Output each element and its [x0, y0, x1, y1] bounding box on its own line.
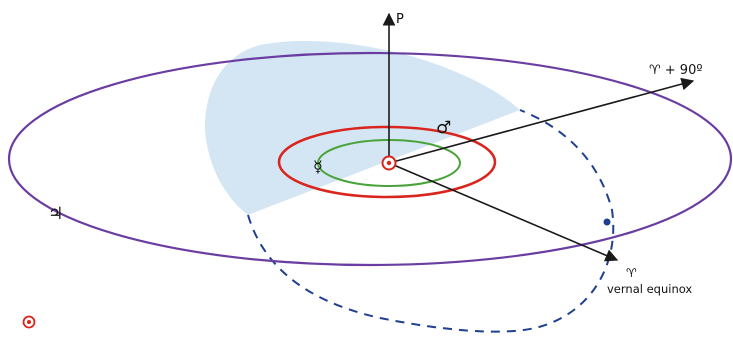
outer-orbit: [7, 51, 733, 267]
vernal-equinox-label: vernal equinox: [607, 282, 692, 296]
vernal-equinox-axis: [388, 162, 619, 262]
jupiter-symbol: ♃: [48, 204, 63, 224]
aries-plus-90-axis: [388, 77, 695, 164]
mercury-symbol: ☿: [313, 157, 323, 176]
aries-label: ♈: [626, 266, 637, 280]
sun-symbol-icon: [381, 155, 397, 171]
planet-dot: [603, 218, 611, 226]
red-orbit: [277, 125, 497, 199]
legend-sun-symbol-icon: [22, 315, 36, 329]
mars-symbol: ♂: [436, 118, 451, 138]
aries-plus-90-label: ♈ + 90º: [649, 63, 702, 78]
pole-label: P: [396, 12, 404, 27]
